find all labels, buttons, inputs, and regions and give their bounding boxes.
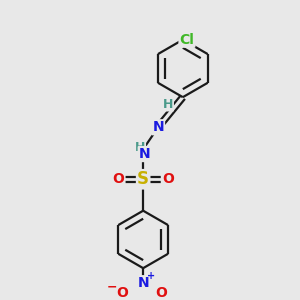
Text: −: − <box>107 280 118 293</box>
Text: O: O <box>117 286 129 300</box>
Text: Cl: Cl <box>179 33 194 47</box>
Text: N: N <box>137 276 149 290</box>
Text: H: H <box>135 141 145 154</box>
Text: O: O <box>112 172 124 186</box>
Text: S: S <box>137 170 149 188</box>
Text: +: + <box>147 272 155 281</box>
Text: N: N <box>152 120 164 134</box>
Text: N: N <box>139 147 150 161</box>
Text: O: O <box>162 172 174 186</box>
Text: O: O <box>155 286 167 300</box>
Text: H: H <box>163 98 173 110</box>
